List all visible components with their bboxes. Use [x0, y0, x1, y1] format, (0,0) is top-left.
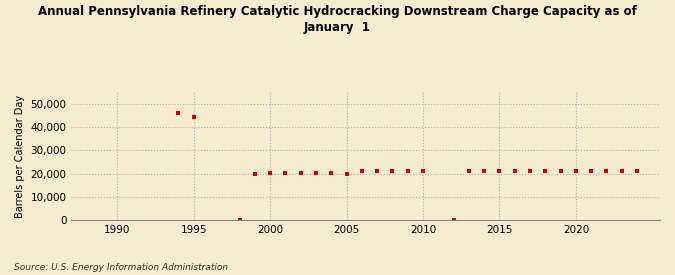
Text: Source: U.S. Energy Information Administration: Source: U.S. Energy Information Administ… [14, 263, 227, 272]
Text: Annual Pennsylvania Refinery Catalytic Hydrocracking Downstream Charge Capacity : Annual Pennsylvania Refinery Catalytic H… [38, 6, 637, 34]
Y-axis label: Barrels per Calendar Day: Barrels per Calendar Day [15, 95, 25, 218]
